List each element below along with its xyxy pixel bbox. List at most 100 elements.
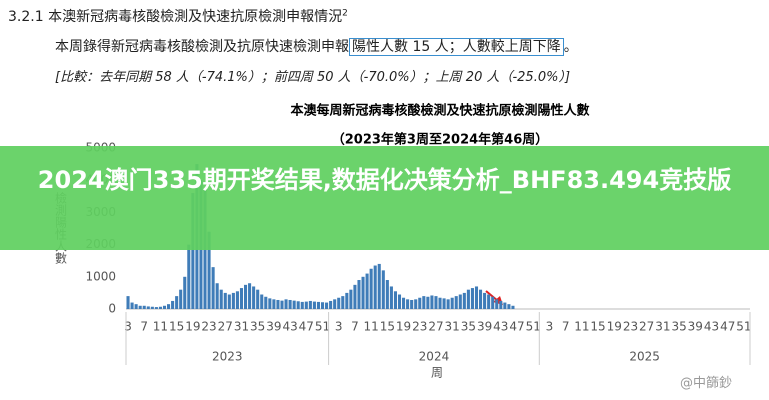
x-tick-label: 43 [704,320,719,334]
x-tick-label: 51 [526,320,541,334]
bar [329,300,333,309]
bar [187,244,191,309]
bar [126,296,130,309]
x-tick-label: 39 [266,320,281,334]
year-label: 2024 [419,350,450,364]
bar [248,283,252,309]
bar [389,286,393,309]
bar [219,289,223,309]
x-tick-label: 15 [590,320,605,334]
x-tick-label: 23 [201,320,216,334]
bar [454,296,458,309]
comparison: [比較：去年同期 58 人（-74.1%）；前四周 50 人（-70.0%）；上… [55,70,571,85]
bar [268,298,272,309]
bar [369,268,373,309]
heading-number: 3.2.1 [8,9,44,25]
bar [142,305,146,309]
x-axis-title: 周 [431,366,443,380]
x-tick-label: 27 [428,320,443,334]
bar [414,299,418,309]
bar [215,283,219,309]
bar [337,297,341,309]
x-tick-label: 27 [218,320,233,334]
x-tick-label: 3 [546,320,554,334]
banner: 2024澳门335期开奖结果,数据化决策分析_BHF83.494竞技版 [37,166,732,194]
bar [385,280,389,309]
paragraph-text: 本周錄得新冠病毒核酸檢測及抗原快速檢測申報 [55,39,349,55]
bar [175,296,179,309]
bar [470,288,474,309]
bar [491,296,495,309]
x-tick-label: 7 [140,320,148,334]
x-tick-label: 47 [299,320,314,334]
bar [223,292,227,309]
x-tick-label: 11 [574,320,589,334]
banner-bg [0,146,769,250]
bar [134,304,138,309]
bar [138,305,142,309]
x-tick-label: 35 [671,320,686,334]
bar [458,294,462,309]
bar [345,292,349,309]
bar [150,306,154,309]
bar [438,297,442,309]
bar [320,302,325,309]
bar [361,276,365,309]
heading: 3.2.1 本澳新冠病毒核酸檢測及快速抗原檢測申報情況2 [8,6,348,26]
x-tick-label: 47 [509,320,524,334]
bar [284,299,288,309]
bar [466,289,470,309]
bar [349,289,353,309]
bar [292,300,296,309]
bar [191,193,195,309]
bar [316,301,321,309]
bar [239,288,244,309]
bar [256,289,260,309]
bar [227,294,231,309]
x-tick-label: 39 [688,320,703,334]
x-tick-label: 31 [445,320,460,334]
x-tick-label: 31 [655,320,670,334]
bar [373,265,377,309]
x-tick-label: 15 [380,320,395,334]
bar [280,300,284,309]
bar [179,289,183,309]
bar [511,305,515,309]
bar [393,291,397,309]
bar [158,306,162,309]
bar [130,302,134,309]
bar [353,284,357,309]
bar [487,294,491,309]
bar [162,305,167,309]
watermark: @中篩鈔 [680,376,733,391]
bar [503,302,507,309]
bar [207,231,211,309]
bar [264,296,268,309]
x-tick-label: 3 [124,320,132,334]
x-tick-label: 31 [234,320,249,334]
x-tick-label: 19 [396,320,411,334]
bar [381,270,385,309]
bar [434,296,438,309]
bar [418,297,422,309]
bar [183,276,187,309]
bar [235,291,239,309]
x-tick-label: 51 [736,320,751,334]
x-tick-label: 7 [351,320,359,334]
paragraph-end: 。 [563,39,578,55]
x-tick-label: 51 [315,320,330,334]
bar [171,300,175,309]
x-tick-label: 35 [250,320,265,334]
x-tick-label: 23 [623,320,638,334]
paragraph: 本周錄得新冠病毒核酸檢測及抗原快速檢測申報 陽性人數 15 人；人數較上周下降。 [55,36,578,56]
bar [402,297,406,309]
x-tick-label: 39 [477,320,492,334]
bar [243,284,248,309]
x-tick-label: 47 [720,320,735,334]
year-label: 2023 [212,350,243,364]
x-tick-label: 7 [562,320,570,334]
bar [260,294,264,309]
paragraph-highlight: 陽性人數 15 人；人數較上周下降 [349,38,564,56]
bar [312,301,316,309]
